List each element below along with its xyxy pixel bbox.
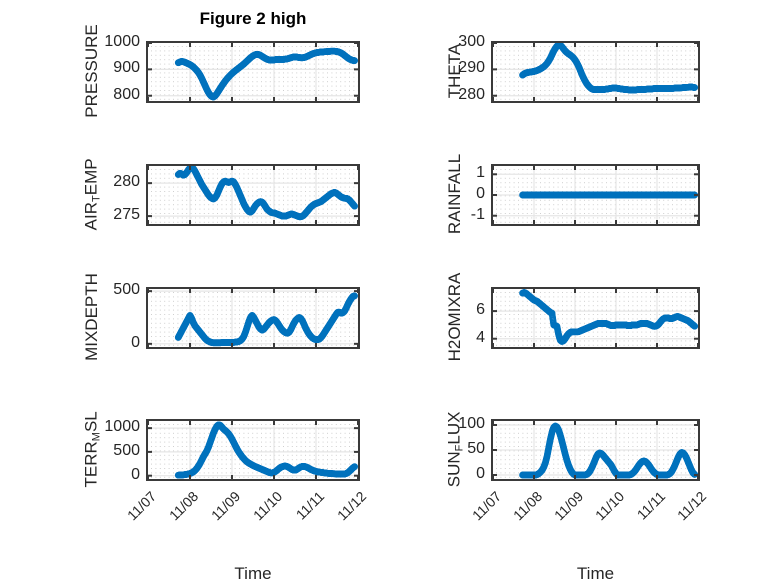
data-markers xyxy=(520,43,697,93)
axes-mid-upper-left xyxy=(146,164,360,226)
axes-bottom-left xyxy=(146,419,360,481)
y-axis-label-terr_msl: TERRMSL xyxy=(82,374,103,524)
data-markers xyxy=(520,290,697,344)
axes-bottom-right xyxy=(491,419,700,481)
plot-area-bottom-left xyxy=(148,421,358,479)
plot-area-mid-upper-right xyxy=(493,166,698,224)
data-markers xyxy=(176,293,358,345)
data-markers xyxy=(176,422,358,478)
plot-area-top-left xyxy=(148,43,358,101)
data-markers xyxy=(176,49,358,100)
axes-top-right xyxy=(491,41,700,103)
grid-dots xyxy=(496,424,695,478)
y-axis-label-text: SUNFLUX xyxy=(445,412,464,488)
y-axis-label-text: AIRTEMP xyxy=(82,158,101,230)
plot-area-mid-upper-left xyxy=(148,166,358,224)
y-axis-label-mixdepth: MIXDEPTH xyxy=(82,242,102,392)
y-axis-label-h2omixra: H2OMIXRA xyxy=(445,242,465,392)
y-axis-label-text: TERRMSL xyxy=(82,411,101,487)
plot-area-mid-lower-left xyxy=(148,289,358,347)
data-markers xyxy=(520,192,697,197)
data-markers xyxy=(176,166,358,219)
axes-mid-upper-right xyxy=(491,164,700,226)
figure-title: Figure 2 high xyxy=(96,9,410,29)
y-axis-label-sun_flux: SUNFLUX xyxy=(445,374,466,524)
grid-major xyxy=(493,421,698,479)
plot-area-bottom-right xyxy=(493,421,698,479)
x-axis-label: Time xyxy=(451,564,740,584)
x-axis-label: Time xyxy=(106,564,400,584)
axes-top-left xyxy=(146,41,360,103)
plot-area-top-right xyxy=(493,43,698,101)
plot-area-mid-lower-right xyxy=(493,289,698,347)
axes-mid-lower-right xyxy=(491,287,700,349)
axes-mid-lower-left xyxy=(146,287,360,349)
